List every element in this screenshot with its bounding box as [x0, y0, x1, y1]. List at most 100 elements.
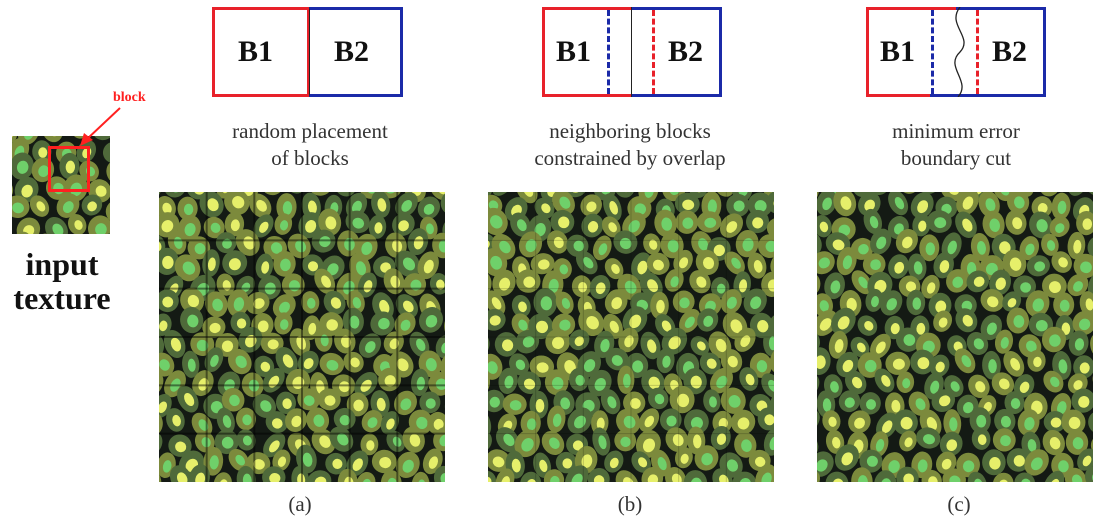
texture-cell-highlight — [198, 419, 209, 431]
texture-cell-highlight — [857, 475, 868, 482]
overlap-top-red — [606, 7, 632, 10]
texture-cell-highlight — [387, 477, 398, 482]
texture-cell-highlight — [282, 354, 294, 368]
texture-cell — [1087, 235, 1093, 258]
texture-cell-highlight — [741, 439, 752, 452]
texture-cell — [874, 470, 897, 482]
texture-cell-highlight — [989, 218, 1000, 233]
texture-cell-highlight — [511, 458, 521, 473]
texture-cell-highlight — [756, 360, 768, 373]
texture-cell-highlight — [400, 398, 412, 411]
texture-cell-highlight — [731, 257, 741, 269]
texture-cell-highlight — [291, 415, 302, 428]
texture-cell-highlight — [832, 436, 841, 449]
texture-cell-highlight — [62, 201, 74, 213]
texture-cell-highlight — [270, 242, 283, 254]
texture-cell-highlight — [866, 399, 877, 410]
texture-cell-highlight — [52, 223, 64, 234]
texture-cell-highlight — [1058, 460, 1069, 473]
panel-a-texture-image — [159, 192, 445, 482]
texture-cell-highlight — [912, 297, 922, 310]
texture-cell-highlight — [817, 459, 828, 472]
texture-cell-highlight — [742, 238, 754, 252]
texture-cell-highlight — [913, 261, 923, 275]
texture-cell-highlight — [1073, 380, 1083, 390]
b2-label: B2 — [992, 35, 1028, 68]
texture-cell-highlight — [939, 395, 951, 407]
texture-cell-highlight — [666, 415, 677, 427]
texture-cell-highlight — [999, 378, 1010, 390]
texture-cell — [515, 192, 538, 204]
texture-cell-highlight — [244, 192, 254, 196]
texture-cell-highlight — [869, 216, 879, 229]
texture-cell-highlight — [413, 236, 424, 250]
texture-cell-highlight — [620, 436, 631, 448]
texture-cell-highlight — [754, 200, 767, 212]
texture-cell-highlight — [278, 301, 290, 314]
texture-cell-highlight — [677, 393, 690, 408]
texture-cell-highlight — [962, 460, 975, 473]
texture-cell-highlight — [1080, 261, 1092, 274]
texture-cell-highlight — [611, 297, 623, 310]
texture-cell-highlight — [490, 215, 503, 229]
texture-cell-highlight — [196, 339, 209, 352]
texture-cell-highlight — [819, 318, 832, 331]
texture-cell-highlight — [242, 414, 252, 426]
texture-cell-highlight — [902, 236, 913, 249]
texture-cell-highlight — [349, 315, 360, 329]
texture-cell-highlight — [1034, 261, 1046, 272]
texture-cell-highlight — [858, 244, 869, 255]
texture-cell-highlight — [433, 418, 444, 430]
texture-cell-highlight — [819, 300, 829, 312]
texture-cell-highlight — [961, 355, 972, 368]
texture-cell-highlight — [402, 459, 414, 473]
texture-cell-highlight — [975, 381, 986, 393]
texture-cell-highlight — [1025, 243, 1035, 256]
texture-cell-highlight — [768, 379, 774, 392]
b1-label: B1 — [556, 35, 592, 68]
texture-cell-highlight — [210, 354, 219, 367]
texture-cell-highlight — [241, 282, 251, 293]
texture-cell-highlight — [583, 359, 596, 372]
texture-cell-highlight — [261, 261, 270, 274]
texture-cell-highlight — [540, 296, 553, 311]
texture-cell-highlight — [611, 263, 620, 274]
texture-cell-highlight — [1037, 203, 1048, 214]
texture-cell-highlight — [242, 473, 252, 482]
texture-cell-highlight — [985, 198, 996, 212]
texture-cell-highlight — [858, 276, 869, 289]
texture-cell-highlight — [363, 280, 373, 293]
texture-cell-highlight — [535, 320, 549, 334]
texture-cell-highlight — [559, 264, 569, 275]
texture-cell-highlight — [1019, 381, 1030, 394]
texture-cell-highlight — [386, 418, 395, 430]
texture-cell-highlight — [916, 322, 926, 335]
texture-cell-highlight — [355, 261, 367, 276]
texture-cell-highlight — [864, 199, 875, 212]
texture-cell-highlight — [525, 239, 537, 253]
texture-cell-highlight — [522, 192, 534, 197]
texture-cell-highlight — [296, 335, 307, 350]
texture-cell-highlight — [523, 276, 536, 288]
texture-cell-highlight — [917, 357, 930, 370]
texture-cell-highlight — [326, 359, 339, 371]
texture-cell-highlight — [935, 300, 947, 313]
texture-cell-highlight — [728, 395, 741, 408]
texture-cell-highlight — [854, 417, 865, 429]
texture-cell-highlight — [1079, 362, 1090, 374]
texture-cell-highlight — [891, 399, 901, 413]
texture-cell-highlight — [377, 198, 387, 212]
texture-cell-highlight — [526, 418, 537, 431]
input-block-marker — [48, 146, 90, 192]
texture-cell-highlight — [668, 336, 681, 350]
texture-cell-highlight — [702, 256, 715, 270]
texture-cell-highlight — [1035, 319, 1048, 332]
texture-cell-highlight — [212, 298, 223, 312]
texture-cell-highlight — [922, 340, 935, 353]
texture-cell-highlight — [949, 475, 961, 482]
texture-cell-highlight — [609, 200, 619, 215]
texture-cell-highlight — [834, 339, 844, 353]
texture-cell-highlight — [930, 380, 940, 394]
b2-overlap-blue-dashed — [607, 10, 610, 94]
texture-cell-highlight — [549, 437, 560, 449]
